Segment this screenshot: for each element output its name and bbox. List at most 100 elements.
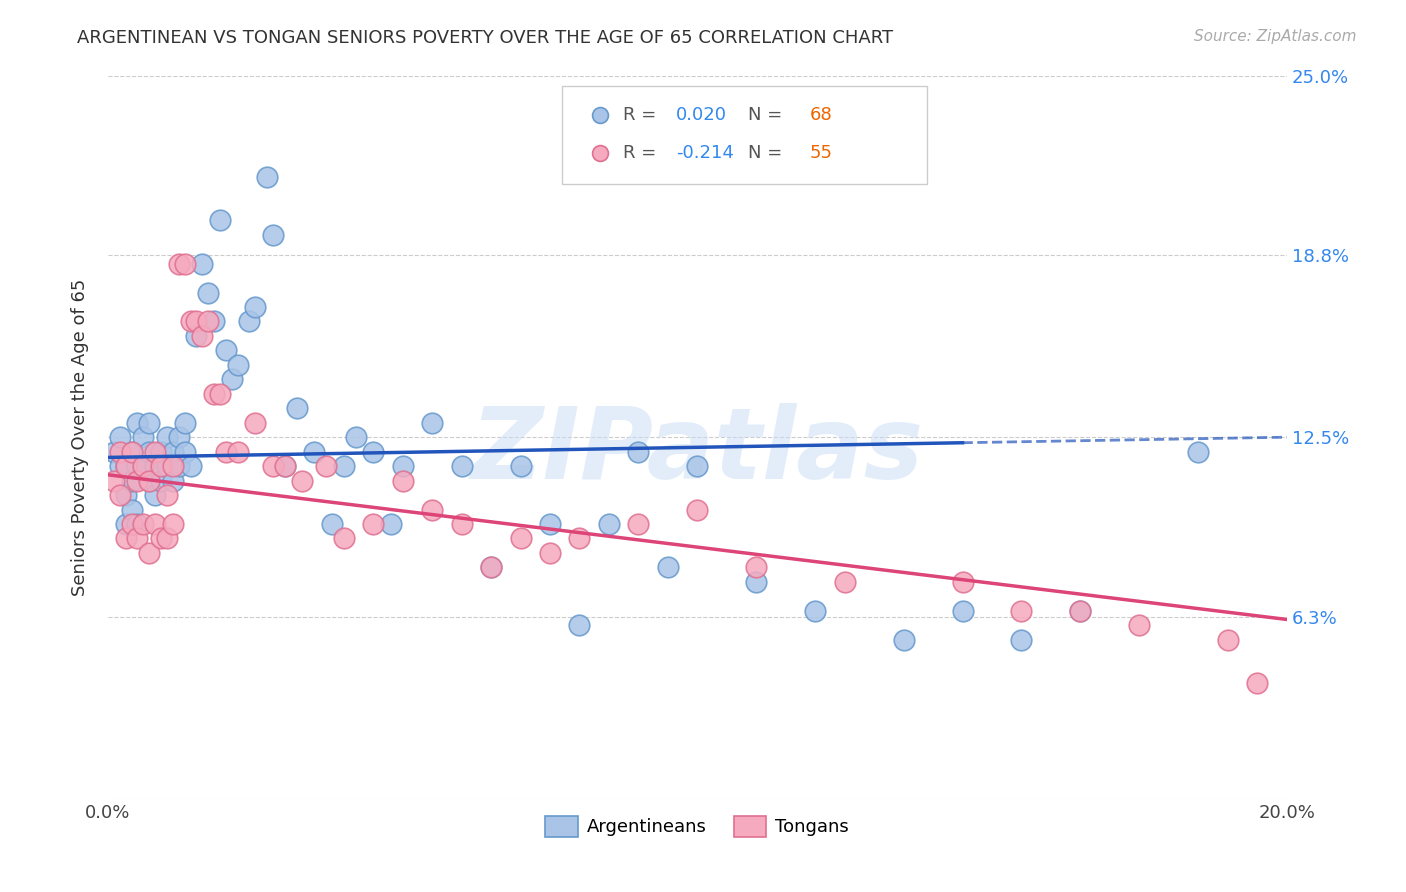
Point bbox=[285, 401, 308, 416]
Point bbox=[361, 444, 384, 458]
Point bbox=[627, 444, 650, 458]
Point bbox=[380, 516, 402, 531]
Point bbox=[202, 314, 225, 328]
Point bbox=[127, 532, 149, 546]
Point bbox=[208, 386, 231, 401]
Point bbox=[173, 416, 195, 430]
Point bbox=[150, 532, 173, 546]
Point bbox=[108, 430, 131, 444]
Point bbox=[804, 604, 827, 618]
Point bbox=[197, 314, 219, 328]
Point bbox=[1216, 632, 1239, 647]
Point bbox=[686, 459, 709, 474]
Point bbox=[108, 444, 131, 458]
Point bbox=[952, 574, 974, 589]
Text: ARGENTINEAN VS TONGAN SENIORS POVERTY OVER THE AGE OF 65 CORRELATION CHART: ARGENTINEAN VS TONGAN SENIORS POVERTY OV… bbox=[77, 29, 893, 46]
Point bbox=[121, 502, 143, 516]
Point bbox=[450, 459, 472, 474]
Point bbox=[143, 459, 166, 474]
Point bbox=[479, 560, 502, 574]
Point bbox=[509, 532, 531, 546]
Point bbox=[114, 459, 136, 474]
Point bbox=[1069, 604, 1091, 618]
Point bbox=[262, 459, 284, 474]
Point bbox=[167, 256, 190, 270]
Point bbox=[156, 488, 179, 502]
Point bbox=[538, 516, 561, 531]
Point bbox=[304, 444, 326, 458]
Point bbox=[162, 516, 184, 531]
Text: R =: R = bbox=[623, 106, 662, 124]
Point bbox=[156, 430, 179, 444]
Point bbox=[127, 516, 149, 531]
Point bbox=[568, 618, 591, 632]
Point bbox=[132, 516, 155, 531]
Point bbox=[114, 532, 136, 546]
Text: R =: R = bbox=[623, 144, 662, 162]
Point bbox=[361, 516, 384, 531]
Point bbox=[202, 386, 225, 401]
Point bbox=[332, 532, 354, 546]
Point bbox=[344, 430, 367, 444]
Point bbox=[657, 560, 679, 574]
Point bbox=[420, 416, 443, 430]
Point bbox=[391, 459, 413, 474]
Point bbox=[450, 516, 472, 531]
Point bbox=[132, 459, 155, 474]
Point bbox=[191, 256, 214, 270]
Point bbox=[538, 546, 561, 560]
Point bbox=[221, 372, 243, 386]
Point bbox=[162, 459, 184, 474]
Point bbox=[132, 459, 155, 474]
Text: N =: N = bbox=[748, 144, 787, 162]
Point bbox=[179, 314, 201, 328]
Text: 55: 55 bbox=[810, 144, 832, 162]
Point bbox=[215, 343, 238, 358]
Point bbox=[1187, 444, 1209, 458]
Point bbox=[598, 516, 620, 531]
Point bbox=[132, 430, 155, 444]
Point bbox=[179, 459, 201, 474]
Point bbox=[138, 416, 160, 430]
Point bbox=[245, 416, 267, 430]
Point bbox=[162, 474, 184, 488]
Point bbox=[167, 459, 190, 474]
Point bbox=[391, 474, 413, 488]
Point bbox=[114, 516, 136, 531]
Point bbox=[150, 474, 173, 488]
Point bbox=[108, 488, 131, 502]
Point bbox=[215, 444, 238, 458]
Point bbox=[226, 358, 249, 372]
Text: 68: 68 bbox=[810, 106, 832, 124]
Point bbox=[173, 444, 195, 458]
Point bbox=[315, 459, 337, 474]
Point bbox=[156, 459, 179, 474]
Text: -0.214: -0.214 bbox=[676, 144, 734, 162]
Point bbox=[627, 516, 650, 531]
Point bbox=[1011, 632, 1033, 647]
Point bbox=[114, 459, 136, 474]
FancyBboxPatch shape bbox=[562, 87, 927, 184]
Point bbox=[127, 416, 149, 430]
Point bbox=[1069, 604, 1091, 618]
Point bbox=[121, 474, 143, 488]
Point bbox=[274, 459, 297, 474]
Point bbox=[103, 474, 125, 488]
Point bbox=[121, 516, 143, 531]
Point bbox=[245, 300, 267, 314]
Point bbox=[952, 604, 974, 618]
Point bbox=[332, 459, 354, 474]
Point bbox=[186, 314, 208, 328]
Point bbox=[197, 285, 219, 300]
Point bbox=[745, 560, 768, 574]
Point bbox=[186, 329, 208, 343]
Point bbox=[114, 488, 136, 502]
Point bbox=[150, 459, 173, 474]
Point bbox=[256, 169, 278, 184]
Text: Source: ZipAtlas.com: Source: ZipAtlas.com bbox=[1194, 29, 1357, 44]
Point bbox=[138, 546, 160, 560]
Point bbox=[103, 444, 125, 458]
Point bbox=[127, 459, 149, 474]
Point bbox=[143, 516, 166, 531]
Point bbox=[127, 474, 149, 488]
